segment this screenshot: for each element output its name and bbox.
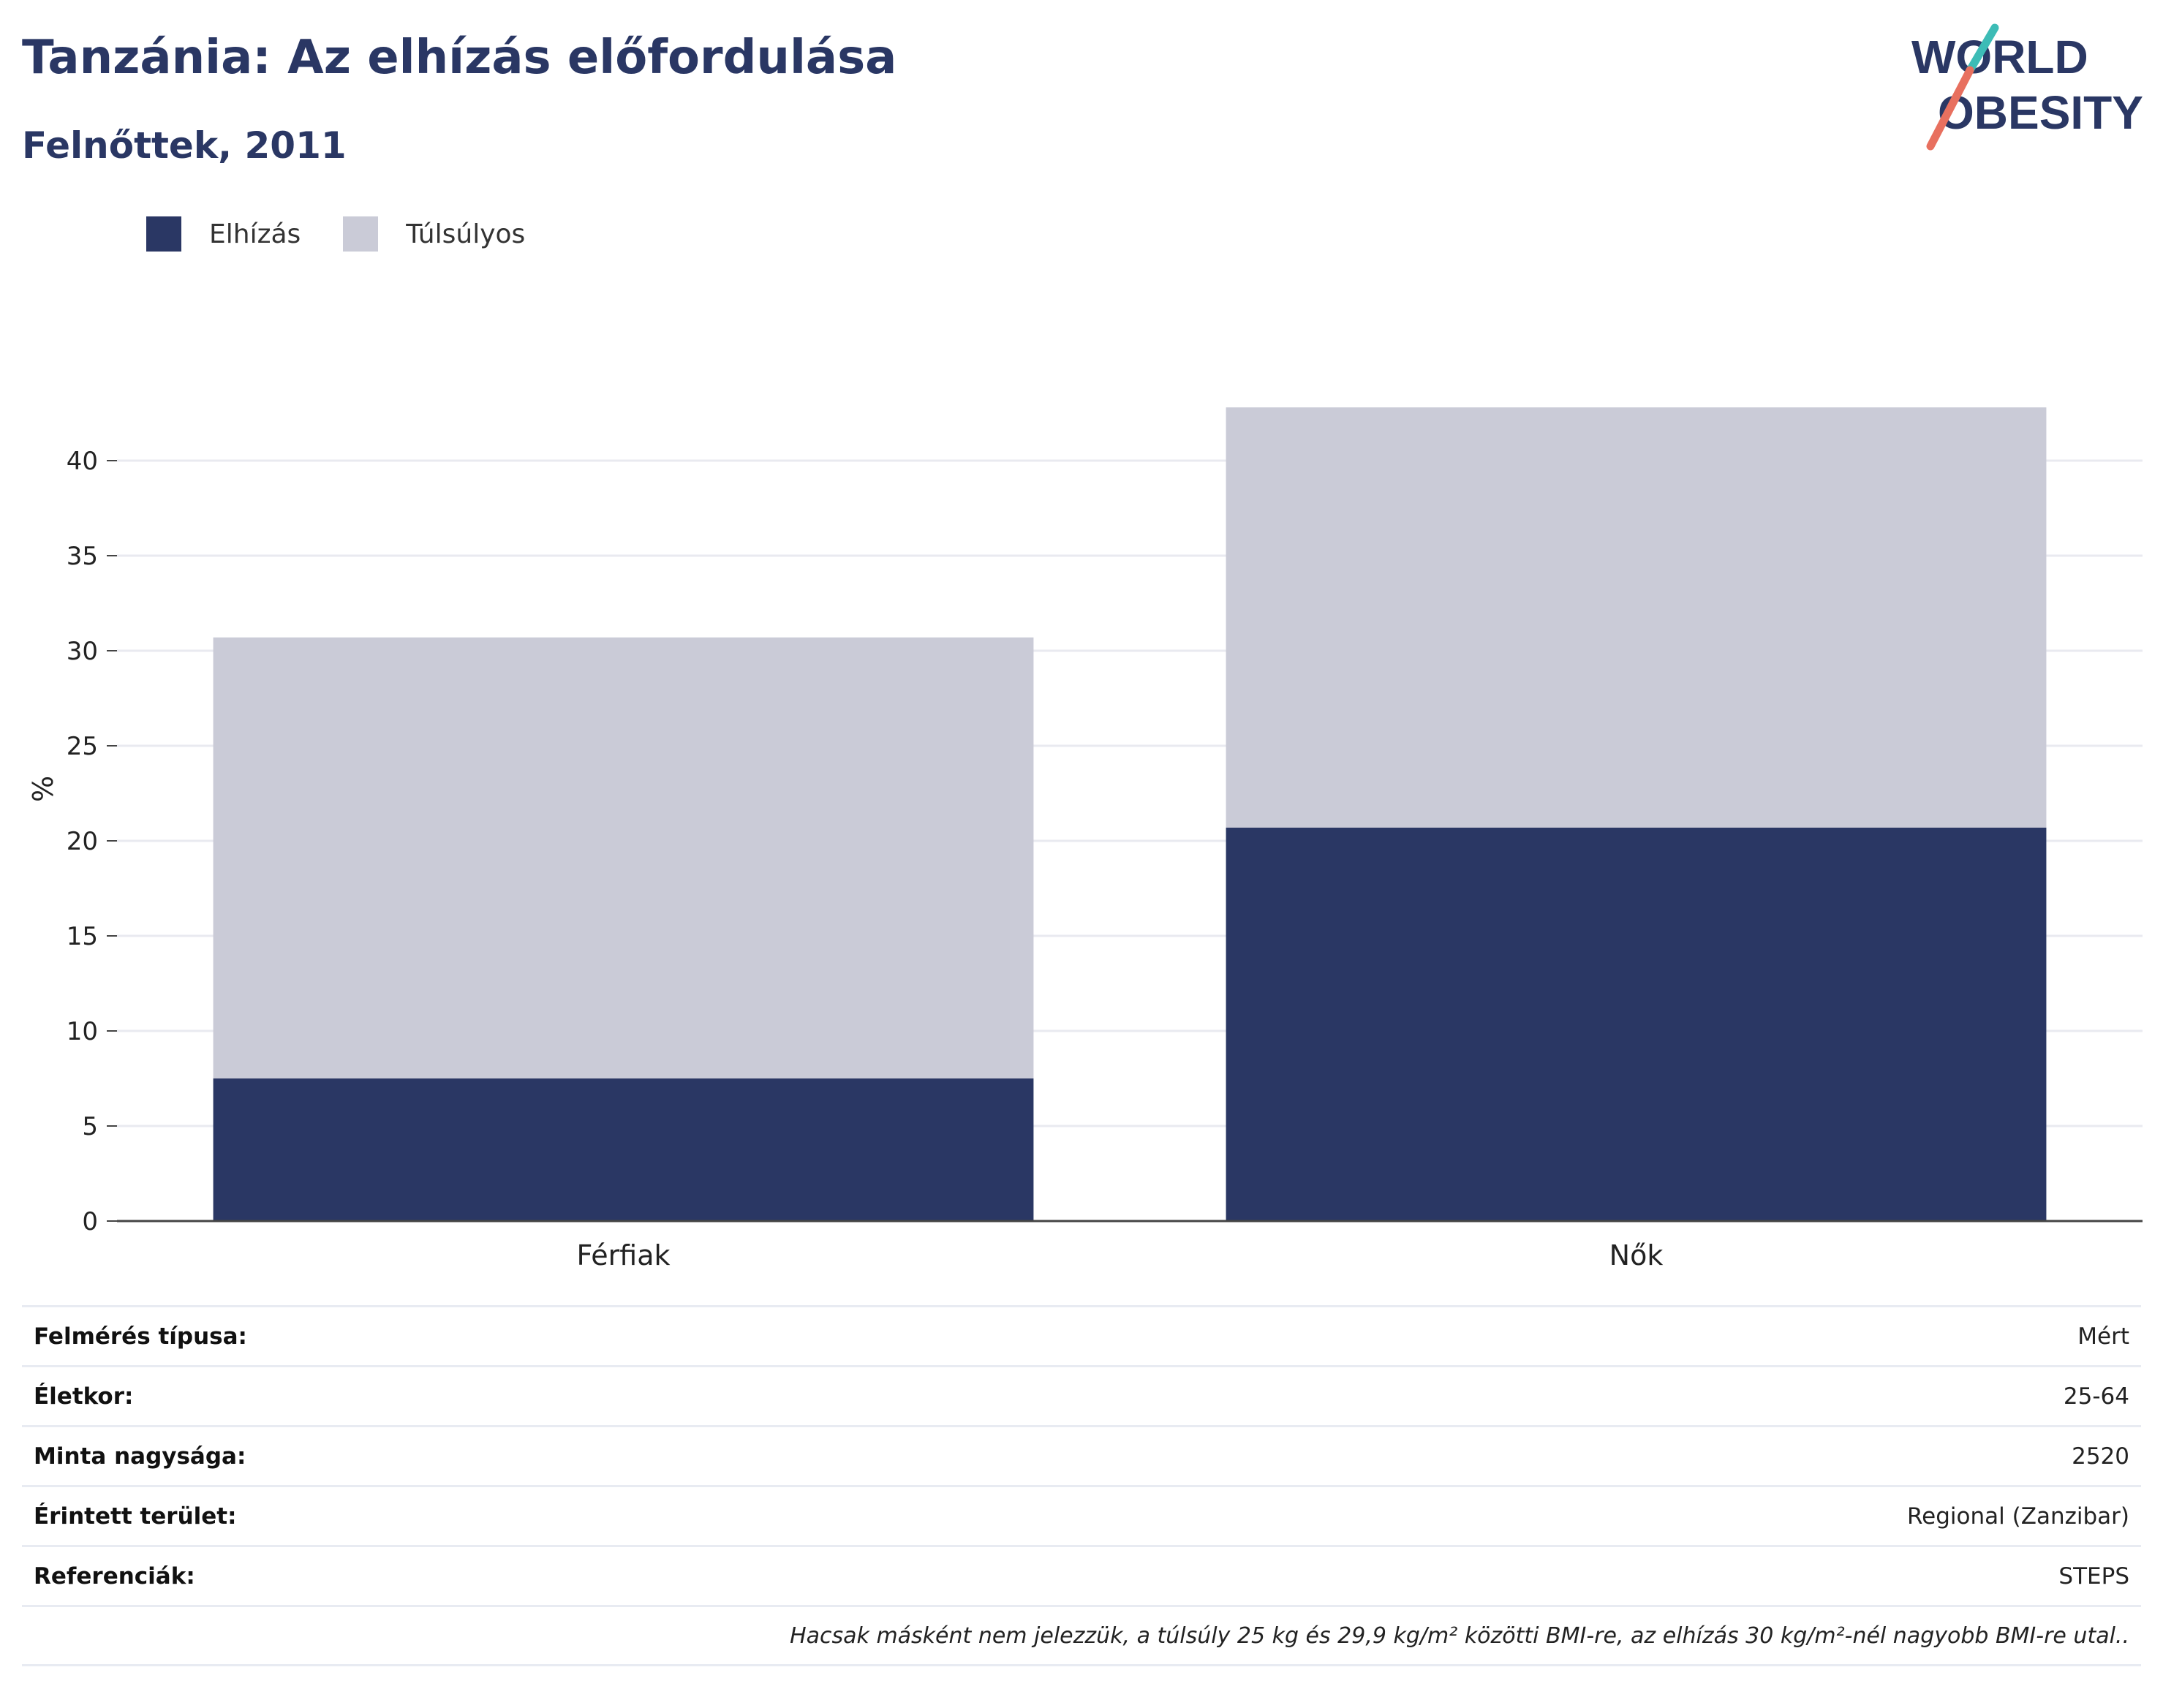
bar-tulsulyos-1[interactable] bbox=[1226, 407, 2047, 828]
logo-text-world: WORLD bbox=[1911, 31, 2088, 83]
info-value: Regional (Zanzibar) bbox=[1907, 1503, 2129, 1530]
bar-tulsulyos-0[interactable] bbox=[213, 637, 1034, 1078]
info-row-references: Referenciák: STEPS bbox=[22, 1545, 2141, 1605]
y-axis-label: % bbox=[27, 776, 59, 802]
y-tick-label: 10 bbox=[67, 1017, 98, 1046]
bar-elhizas-0[interactable] bbox=[213, 1078, 1034, 1221]
legend-item-elhizas[interactable]: Elhízás bbox=[146, 216, 301, 252]
info-value: STEPS bbox=[2058, 1562, 2129, 1590]
info-value: Mért bbox=[2077, 1323, 2129, 1350]
bar-elhizas-1[interactable] bbox=[1226, 827, 2047, 1221]
y-tick-label: 20 bbox=[67, 827, 98, 856]
y-tick-label: 25 bbox=[67, 732, 98, 761]
info-key: Érintett terület: bbox=[34, 1503, 237, 1530]
y-tick-label: 15 bbox=[67, 922, 98, 951]
info-key: Életkor: bbox=[34, 1383, 134, 1410]
y-tick-label: 0 bbox=[82, 1207, 98, 1236]
y-tick-label: 35 bbox=[67, 542, 98, 571]
definition-note: Hacsak másként nem jelezzük, a túlsúly 2… bbox=[790, 1622, 2129, 1649]
info-value: 2520 bbox=[2072, 1443, 2129, 1470]
info-key: Felmérés típusa: bbox=[34, 1323, 247, 1350]
chart-subtitle: Felnőttek, 2011 bbox=[22, 124, 347, 167]
info-note-row: Hacsak másként nem jelezzük, a túlsúly 2… bbox=[22, 1605, 2141, 1666]
x-tick-label: Férfiak bbox=[576, 1239, 670, 1271]
info-key: Minta nagysága: bbox=[34, 1443, 246, 1470]
chart-title: Tanzánia: Az elhízás előfordulása bbox=[22, 31, 897, 85]
chart-legend: Elhízás Túlsúlyos bbox=[146, 216, 567, 252]
legend-label-tulsulyos: Túlsúlyos bbox=[406, 219, 526, 249]
y-tick-label: 40 bbox=[67, 447, 98, 476]
info-row-age: Életkor: 25-64 bbox=[22, 1365, 2141, 1425]
logo-text-obesity: OBESITY bbox=[1938, 86, 2143, 139]
info-row-survey-type: Felmérés típusa: Mért bbox=[22, 1305, 2141, 1365]
chart-bars bbox=[213, 407, 2047, 1221]
x-tick-label: Nők bbox=[1609, 1239, 1664, 1271]
info-row-sample-size: Minta nagysága: 2520 bbox=[22, 1425, 2141, 1485]
legend-swatch-elhizas bbox=[146, 216, 181, 252]
y-tick-label: 30 bbox=[67, 637, 98, 666]
logo-slash-bottom bbox=[1926, 66, 1974, 151]
legend-label-elhizas: Elhízás bbox=[209, 219, 301, 249]
y-axis-ticks: 0 5 10 15 20 25 30 35 40 bbox=[67, 447, 117, 1236]
info-row-area: Érintett terület: Regional (Zanzibar) bbox=[22, 1485, 2141, 1545]
survey-info-table: Felmérés típusa: Mért Életkor: 25-64 Min… bbox=[22, 1305, 2141, 1666]
stacked-bar-chart: 0 5 10 15 20 25 30 35 40 Férfiak Nők % bbox=[27, 407, 2143, 1271]
info-key: Referenciák: bbox=[34, 1562, 195, 1590]
logo-slash-top bbox=[1966, 23, 1999, 75]
world-obesity-logo: WORLD OBESITY bbox=[1911, 23, 2143, 151]
y-tick-label: 5 bbox=[82, 1112, 98, 1141]
legend-swatch-tulsulyos bbox=[343, 216, 379, 252]
legend-item-tulsulyos[interactable]: Túlsúlyos bbox=[343, 216, 525, 252]
x-axis-ticks: Férfiak Nők bbox=[576, 1239, 1663, 1271]
info-value: 25-64 bbox=[2063, 1383, 2129, 1410]
